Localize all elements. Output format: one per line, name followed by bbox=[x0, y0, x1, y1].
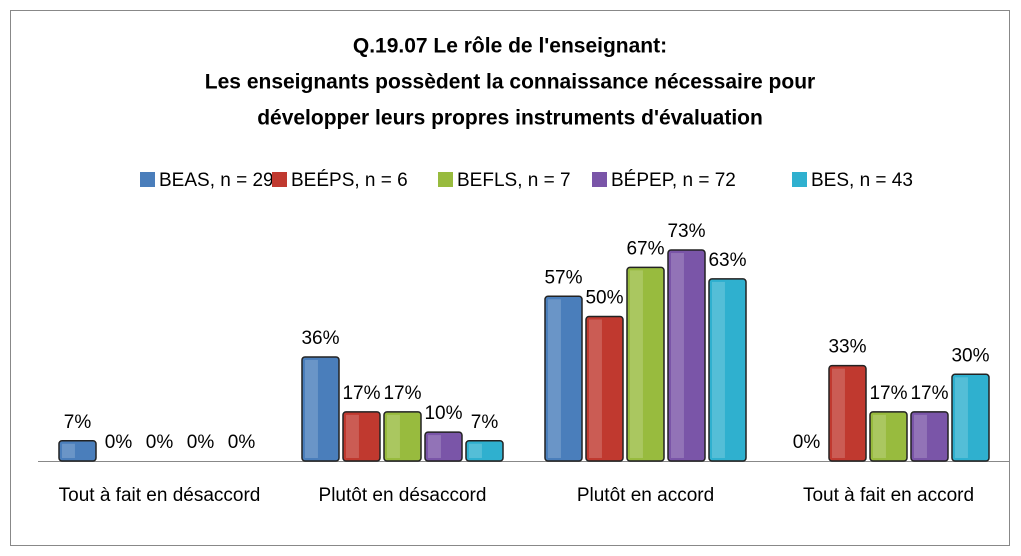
bar bbox=[544, 295, 583, 462]
bar-shine bbox=[589, 319, 602, 458]
data-label: 0% bbox=[187, 432, 215, 453]
bar-shine bbox=[832, 368, 845, 458]
bar-shine bbox=[469, 443, 482, 458]
data-label: 17% bbox=[383, 383, 421, 404]
legend-label: BEÉPS, n = 6 bbox=[291, 170, 408, 191]
data-label: 17% bbox=[869, 383, 907, 404]
bar-shine bbox=[712, 281, 725, 458]
bar-shine bbox=[428, 435, 441, 458]
x-tick-label: Tout à fait en désaccord bbox=[58, 485, 261, 506]
legend-label: BEFLS, n = 7 bbox=[457, 170, 571, 191]
legend-label: BÉPEP, n = 72 bbox=[611, 170, 736, 191]
bar-shine bbox=[387, 414, 400, 458]
x-tick-label: Plutôt en accord bbox=[576, 485, 715, 506]
x-tick-label: Tout à fait en accord bbox=[802, 485, 975, 506]
data-label: 50% bbox=[585, 288, 623, 309]
data-label: 0% bbox=[228, 432, 256, 453]
legend-label: BES, n = 43 bbox=[811, 170, 913, 191]
data-label: 10% bbox=[424, 403, 462, 424]
legend-label: BEAS, n = 29 bbox=[159, 170, 274, 191]
bar bbox=[869, 411, 908, 462]
data-label: 0% bbox=[793, 432, 821, 453]
legend-swatch bbox=[272, 172, 287, 187]
legend-swatch bbox=[438, 172, 453, 187]
bar-shine bbox=[914, 414, 927, 458]
bar bbox=[465, 440, 504, 462]
bar-shine bbox=[955, 377, 968, 458]
x-tick-label: Plutôt en désaccord bbox=[318, 485, 487, 506]
chart-title: Les enseignants possèdent la connaissanc… bbox=[205, 71, 815, 94]
data-label: 67% bbox=[626, 238, 664, 259]
bar-shine bbox=[548, 299, 561, 458]
bar bbox=[383, 411, 422, 462]
data-label: 63% bbox=[708, 250, 746, 271]
bar bbox=[585, 315, 624, 462]
data-label: 0% bbox=[105, 432, 133, 453]
bar bbox=[910, 411, 949, 462]
legend-swatch bbox=[140, 172, 155, 187]
legend-swatch bbox=[592, 172, 607, 187]
bar-shine bbox=[346, 414, 359, 458]
bar-shine bbox=[630, 270, 643, 458]
bar bbox=[951, 373, 990, 462]
bar bbox=[667, 249, 706, 462]
data-label: 36% bbox=[301, 328, 339, 349]
chart-title: Q.19.07 Le rôle de l'enseignant: bbox=[353, 35, 667, 58]
chart-title: développer leurs propres instruments d'é… bbox=[257, 107, 763, 130]
bar bbox=[626, 266, 665, 462]
bar bbox=[828, 364, 867, 462]
data-label: 17% bbox=[910, 383, 948, 404]
data-label: 73% bbox=[667, 221, 705, 242]
legend-swatch bbox=[792, 172, 807, 187]
bar-shine bbox=[873, 414, 886, 458]
data-label: 57% bbox=[544, 267, 582, 288]
bar bbox=[58, 440, 97, 462]
data-label: 0% bbox=[146, 432, 174, 453]
data-label: 7% bbox=[64, 412, 92, 433]
data-label: 30% bbox=[951, 345, 989, 366]
bar-shine bbox=[671, 253, 684, 458]
data-label: 17% bbox=[342, 383, 380, 404]
bar bbox=[708, 278, 747, 462]
data-label: 33% bbox=[828, 337, 866, 358]
data-label: 7% bbox=[471, 412, 499, 433]
bar bbox=[342, 411, 381, 462]
bar-shine bbox=[62, 443, 75, 458]
bar-shine bbox=[305, 359, 318, 458]
bar bbox=[301, 356, 340, 462]
bar bbox=[424, 431, 463, 462]
